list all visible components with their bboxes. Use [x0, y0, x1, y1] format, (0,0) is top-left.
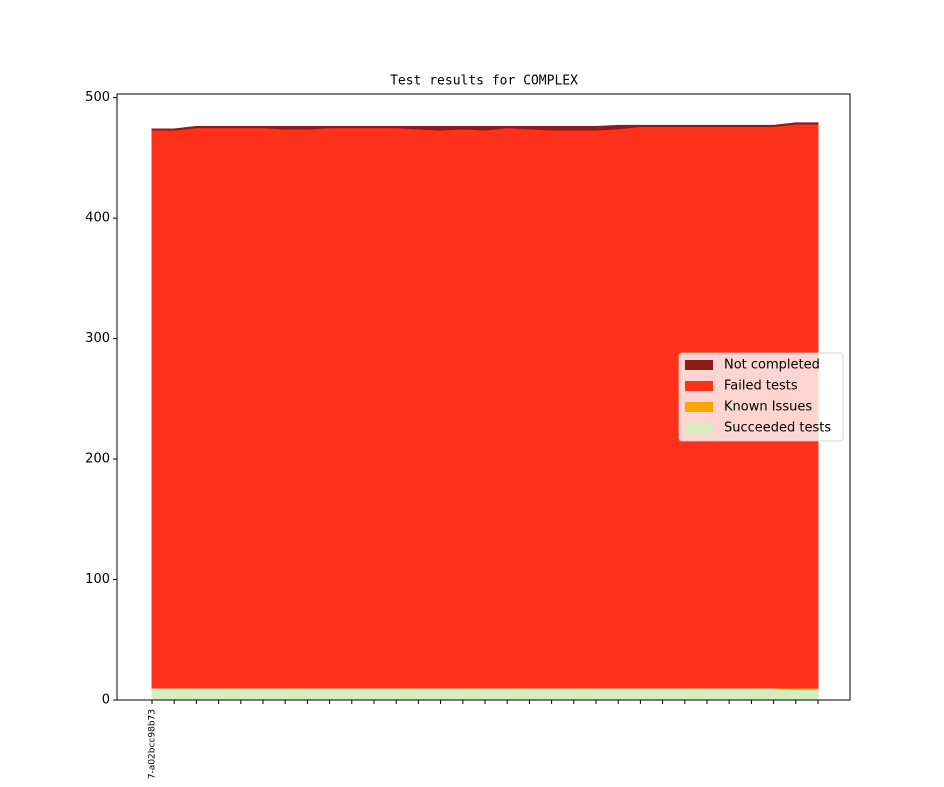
area [151, 122, 819, 131]
legend-swatch [685, 381, 713, 391]
legend-box [678, 352, 844, 442]
legend-label: Known Issues [724, 400, 812, 415]
legend-label: Succeeded tests [724, 421, 831, 436]
y-tick-label: 500 [85, 90, 110, 105]
y-tick-label: 0 [102, 693, 110, 708]
chart-title: Test results for COMPLEX [390, 74, 578, 89]
plot-frame [116, 93, 851, 701]
legend: Not completed Failed tests Known Issues Suc… [678, 352, 844, 442]
legend-swatch [685, 423, 713, 433]
y-tick-label: 300 [85, 331, 110, 346]
legend-label: Not completed [724, 358, 820, 373]
area [151, 687, 819, 701]
x-tick-label: 7-a02bcc98b73 [148, 709, 158, 779]
legend-swatch [685, 402, 713, 412]
y-tick-label: 400 [85, 211, 110, 226]
legend-swatch [685, 360, 713, 370]
y-tick-label: 100 [85, 572, 110, 587]
legend-label: Failed tests [724, 379, 798, 394]
y-tick-label: 200 [85, 452, 110, 467]
